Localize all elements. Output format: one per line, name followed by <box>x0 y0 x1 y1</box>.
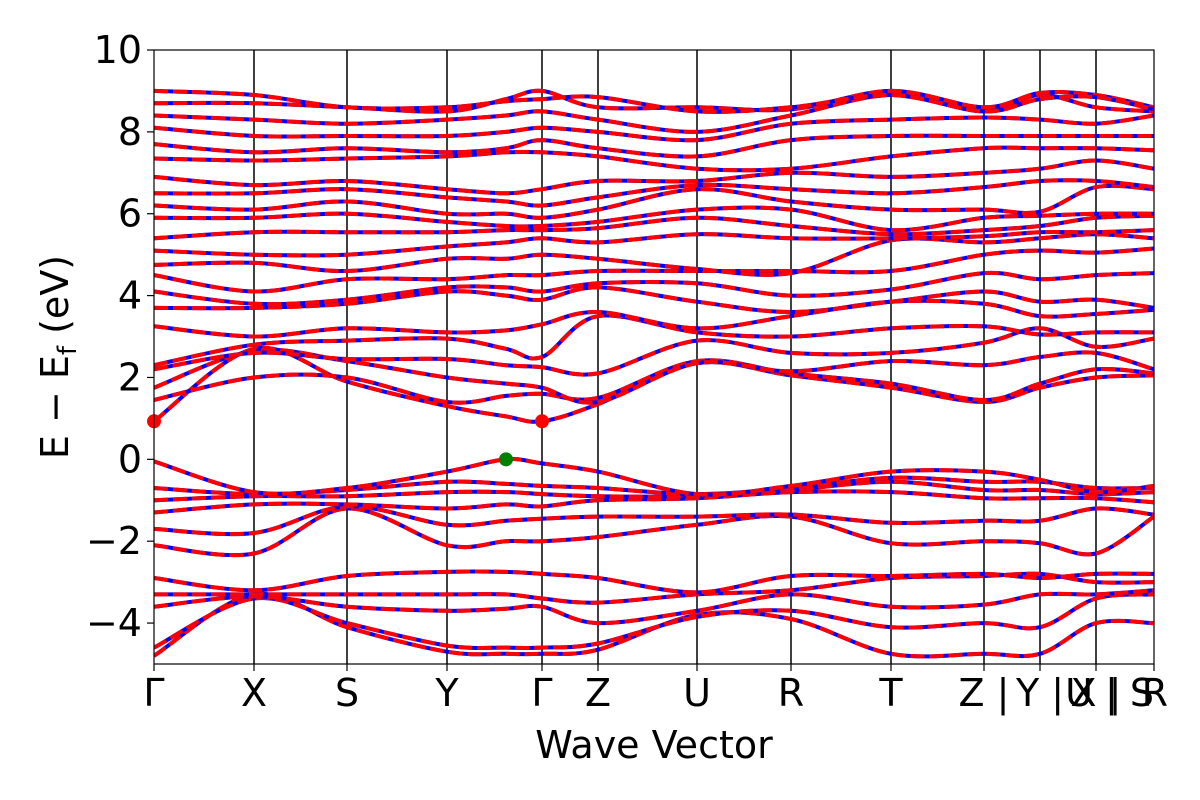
band-line-spin-up <box>154 592 1154 651</box>
y-tick-label: −2 <box>86 519 142 563</box>
band-line-spin-up <box>154 326 1154 377</box>
y-tick-label: 2 <box>118 355 142 399</box>
band-line-spin-up <box>154 571 1154 605</box>
y-tick-label: 8 <box>118 110 142 154</box>
band-line-spin-up <box>154 591 1154 659</box>
y-axis-label-unit: (eV) <box>33 255 77 346</box>
band-line-spin-up <box>154 92 1154 134</box>
band-line-spin-up <box>154 347 1154 405</box>
y-tick-label: 0 <box>118 437 142 481</box>
band-line-spin-up <box>154 232 1154 277</box>
band-line-spin-up <box>154 588 1154 626</box>
band-line-spin-up <box>154 489 1154 515</box>
y-tick-label: 6 <box>118 192 142 236</box>
band-line-spin-up <box>154 270 1154 307</box>
x-tick-label: T <box>878 671 903 715</box>
y-axis-label-subscript: f <box>53 345 83 355</box>
band-line-spin-up <box>154 358 1154 405</box>
x-axis-label: Wave Vector <box>535 723 773 767</box>
x-tick-label: S <box>335 671 359 715</box>
y-tick-label: 10 <box>94 28 142 72</box>
x-tick-label: Z | <box>959 671 1010 716</box>
y-tick-label: −4 <box>86 601 142 645</box>
cbm-marker <box>535 414 549 429</box>
bands <box>154 88 1154 659</box>
band-line-spin-up <box>154 479 1154 503</box>
band-line-spin-up <box>154 205 1154 233</box>
y-axis-label-main: E − E <box>33 355 77 459</box>
band-edge-markers <box>147 414 549 467</box>
band-line-spin-up <box>154 183 1154 220</box>
band-line-spin-up <box>154 178 1154 208</box>
x-tick-label: Γ <box>143 671 164 715</box>
band-line-spin-up <box>154 569 1154 595</box>
plot-frame <box>153 49 1155 665</box>
band-line-spin-up <box>154 158 1154 196</box>
band-line-spin-up <box>154 228 1154 258</box>
band-line-spin-up <box>154 506 1154 558</box>
x-tick-label: X <box>241 671 267 715</box>
band-line-spin-up <box>154 88 1154 114</box>
x-tick-label-last: R <box>1142 671 1168 715</box>
band-line-spin-up <box>154 457 1154 497</box>
band-line-spin-up <box>154 213 1154 241</box>
band-line-spin-up <box>154 145 1154 173</box>
x-tick-label: Y <box>434 671 459 715</box>
x-tick-label: Γ <box>531 671 552 715</box>
y-tick-label: 4 <box>118 274 142 318</box>
band-line-spin-up <box>154 246 1154 294</box>
band-line-spin-up <box>154 133 1154 159</box>
x-tick-label: U <box>683 671 711 715</box>
band-line-spin-up <box>154 113 1154 143</box>
y-axis: −4 −2 0 2 4 6 8 10 <box>86 28 154 645</box>
band-line-spin-up <box>154 298 1154 339</box>
x-tick-label: Y | <box>1015 671 1064 716</box>
band-line-spin-up <box>154 285 1154 315</box>
x-tick-label: U | S <box>1065 671 1154 716</box>
vbm-marker <box>499 452 513 467</box>
x-tick-label: R <box>778 671 804 715</box>
x-tick-label: X | <box>1071 671 1122 716</box>
band-line-spin-up <box>154 504 1154 537</box>
x-tick-label: Z <box>585 671 611 715</box>
y-axis-label: E − Ef (eV) <box>33 255 83 459</box>
